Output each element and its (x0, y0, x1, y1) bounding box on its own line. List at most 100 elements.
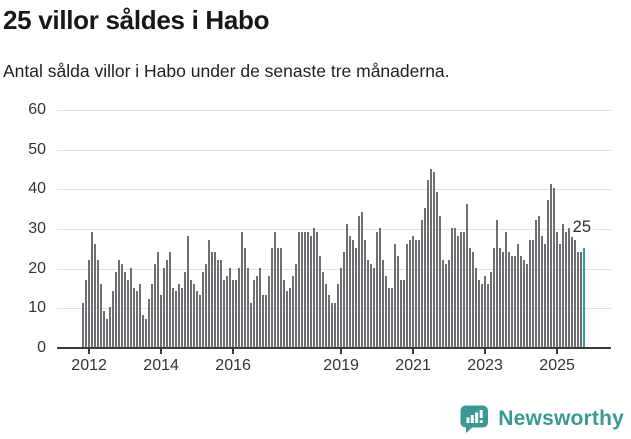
bar (553, 188, 556, 347)
bar (274, 231, 277, 347)
bar (247, 267, 250, 347)
x-tick-label: 2014 (143, 357, 179, 374)
bar (85, 279, 88, 347)
bar (523, 259, 526, 347)
bar (532, 239, 535, 347)
bar (121, 263, 124, 347)
bar (409, 239, 412, 347)
bar (397, 255, 400, 347)
bar (370, 263, 373, 347)
bar (406, 243, 409, 347)
bar (346, 224, 349, 347)
bar (466, 204, 469, 347)
bar (472, 251, 475, 347)
y-tick-label: 50 (28, 140, 46, 158)
bar (541, 235, 544, 347)
bar (328, 295, 331, 347)
bar (112, 291, 115, 347)
bar (334, 303, 337, 347)
gridline (57, 110, 611, 111)
bar (355, 247, 358, 347)
bar (469, 247, 472, 347)
bar (280, 247, 283, 347)
bar (100, 283, 103, 347)
bar (430, 168, 433, 347)
gridline (57, 268, 611, 270)
bar (427, 180, 430, 347)
bar (580, 251, 583, 347)
bar (289, 287, 292, 347)
bar (463, 231, 466, 347)
bar (367, 259, 370, 347)
bar (169, 251, 172, 347)
bar (403, 279, 406, 347)
bar (445, 263, 448, 347)
bar (109, 307, 112, 347)
bar (358, 216, 361, 347)
bar (124, 271, 127, 347)
y-tick-label: 0 (37, 339, 46, 356)
y-tick-label: 60 (28, 101, 46, 118)
bar (511, 255, 514, 347)
bar (292, 275, 295, 347)
bar (568, 228, 571, 347)
bar (571, 235, 574, 347)
bar (256, 275, 259, 347)
bar (499, 247, 502, 347)
bar (436, 192, 439, 347)
bar (259, 267, 262, 347)
bar (364, 239, 367, 347)
bar (295, 263, 298, 347)
bar (265, 295, 268, 347)
bar (193, 283, 196, 347)
bar (157, 251, 160, 347)
bar (448, 259, 451, 347)
bar (556, 231, 559, 347)
bar (220, 259, 223, 347)
bar (322, 271, 325, 347)
bar (391, 287, 394, 347)
bar (400, 279, 403, 347)
bar (547, 200, 550, 347)
x-tick-label: 2021 (395, 357, 431, 374)
bar (394, 243, 397, 347)
bar (487, 283, 490, 347)
bar (325, 283, 328, 347)
bar (196, 291, 199, 347)
x-tick-label: 2016 (215, 357, 251, 374)
bar (184, 271, 187, 347)
bar (175, 291, 178, 347)
bar (127, 279, 130, 347)
x-tick-mark (232, 348, 234, 354)
bar-highlighted (583, 247, 586, 347)
bar (340, 267, 343, 347)
bar (574, 239, 577, 347)
bar (250, 303, 253, 347)
bar (442, 259, 445, 347)
bar (310, 235, 313, 347)
bar (199, 295, 202, 347)
bar (142, 315, 145, 347)
bar (115, 271, 118, 347)
bar (502, 251, 505, 347)
x-tick-label: 2012 (71, 357, 107, 374)
bar (475, 267, 478, 347)
bar (118, 259, 121, 347)
bar (130, 267, 133, 347)
bar (271, 247, 274, 347)
bar (412, 235, 415, 347)
x-tick-label: 2019 (323, 357, 359, 374)
bar (94, 243, 97, 347)
x-tick-label: 2025 (539, 357, 575, 374)
bar (304, 231, 307, 347)
bar (226, 275, 229, 347)
bar (190, 279, 193, 347)
bar (379, 228, 382, 347)
bar (277, 247, 280, 347)
bar (373, 267, 376, 347)
bar (88, 259, 91, 347)
bar (217, 259, 220, 347)
bar (313, 228, 316, 347)
bar (538, 216, 541, 347)
bar (352, 239, 355, 347)
